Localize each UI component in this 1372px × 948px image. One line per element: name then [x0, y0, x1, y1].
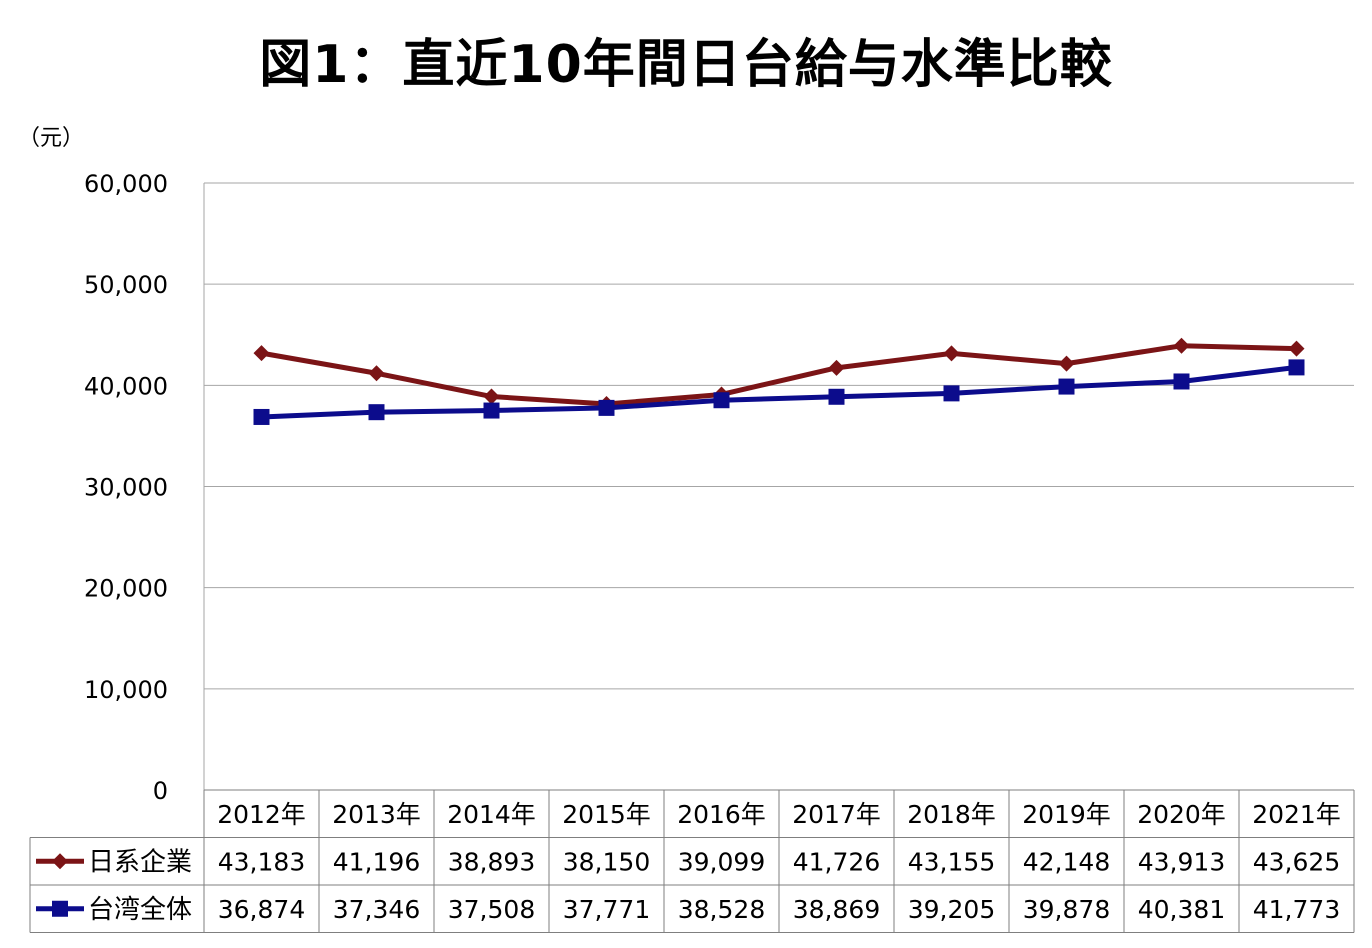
series-lines: [253, 337, 1305, 425]
x-tick-label: 2015年: [562, 800, 651, 829]
y-tick-label: 10,000: [84, 676, 168, 704]
data-label: 41,726: [793, 847, 880, 876]
y-tick-label: 30,000: [84, 474, 168, 502]
x-tick-label: 2018年: [907, 800, 996, 829]
data-label: 41,196: [333, 847, 420, 876]
y-tick-label: 20,000: [84, 575, 168, 603]
data-label: 43,155: [908, 847, 995, 876]
x-tick-label: 2013年: [332, 800, 421, 829]
data-point-marker: [828, 359, 845, 376]
data-label: 39,878: [1023, 895, 1110, 924]
data-label: 38,528: [678, 895, 765, 924]
data-label: 37,508: [448, 895, 535, 924]
data-label: 43,183: [218, 847, 305, 876]
data-point-marker: [483, 388, 500, 405]
y-axis-ticks: 0 10,000 20,000 30,000 40,000 50,000 60,000: [84, 170, 168, 805]
data-label: 37,771: [563, 895, 650, 924]
data-point-marker: [1288, 340, 1305, 357]
data-label: 37,346: [333, 895, 420, 924]
data-table: 2012年 2013年 2014年 2015年 2016年 2017年 2018年 2019年…: [29, 789, 1355, 933]
data-point-marker: [1058, 378, 1075, 395]
data-point-marker: [1173, 373, 1190, 390]
legend-key-marker: [52, 853, 68, 870]
x-tick-label: 2021年: [1252, 800, 1341, 829]
series-line-japan: [261, 343, 1297, 407]
data-point-marker: [713, 392, 730, 409]
y-unit-label: （元）: [18, 126, 85, 151]
data-point-marker: [1288, 359, 1305, 376]
data-label: 40,381: [1138, 895, 1225, 924]
chart-title: 図1：直近10年間日台給与水準比較: [259, 35, 1113, 95]
data-label: 38,869: [793, 895, 880, 924]
data-point-marker: [368, 365, 385, 382]
data-point-marker: [943, 385, 960, 402]
gridlines: [203, 182, 1354, 790]
x-tick-label: 2012年: [217, 800, 306, 829]
x-tick-label: 2020年: [1137, 800, 1226, 829]
legend-key-marker: [52, 900, 68, 917]
y-tick-label: 60,000: [84, 170, 168, 198]
data-label: 43,625: [1253, 847, 1340, 876]
data-point-marker: [1173, 337, 1190, 354]
data-point-marker: [253, 408, 270, 425]
x-tick-label: 2016年: [677, 800, 766, 829]
x-tick-label: 2019年: [1022, 800, 1111, 829]
data-label: 38,150: [563, 847, 650, 876]
legend-label: 台湾全体: [88, 895, 192, 925]
data-label: 38,893: [448, 847, 535, 876]
legend-label: 日系企業: [88, 847, 192, 877]
data-point-marker: [828, 388, 845, 405]
data-point-marker: [253, 345, 270, 362]
data-label: 42,148: [1023, 847, 1110, 876]
data-label: 41,773: [1253, 895, 1340, 924]
y-tick-label: 50,000: [84, 271, 168, 299]
x-tick-label: 2017年: [792, 800, 881, 829]
x-tick-label: 2014年: [447, 800, 536, 829]
y-tick-label: 0: [153, 777, 168, 805]
data-label: 39,205: [908, 895, 995, 924]
data-point-marker: [1058, 355, 1075, 372]
data-point-marker: [598, 399, 615, 416]
data-point-marker: [368, 404, 385, 421]
data-label: 36,874: [218, 895, 305, 924]
data-label: 39,099: [678, 847, 765, 876]
data-point-marker: [943, 345, 960, 362]
y-tick-label: 40,000: [84, 372, 168, 400]
data-label: 43,913: [1138, 847, 1225, 876]
data-point-marker: [483, 402, 500, 419]
series-line-taiwan: [261, 364, 1297, 420]
